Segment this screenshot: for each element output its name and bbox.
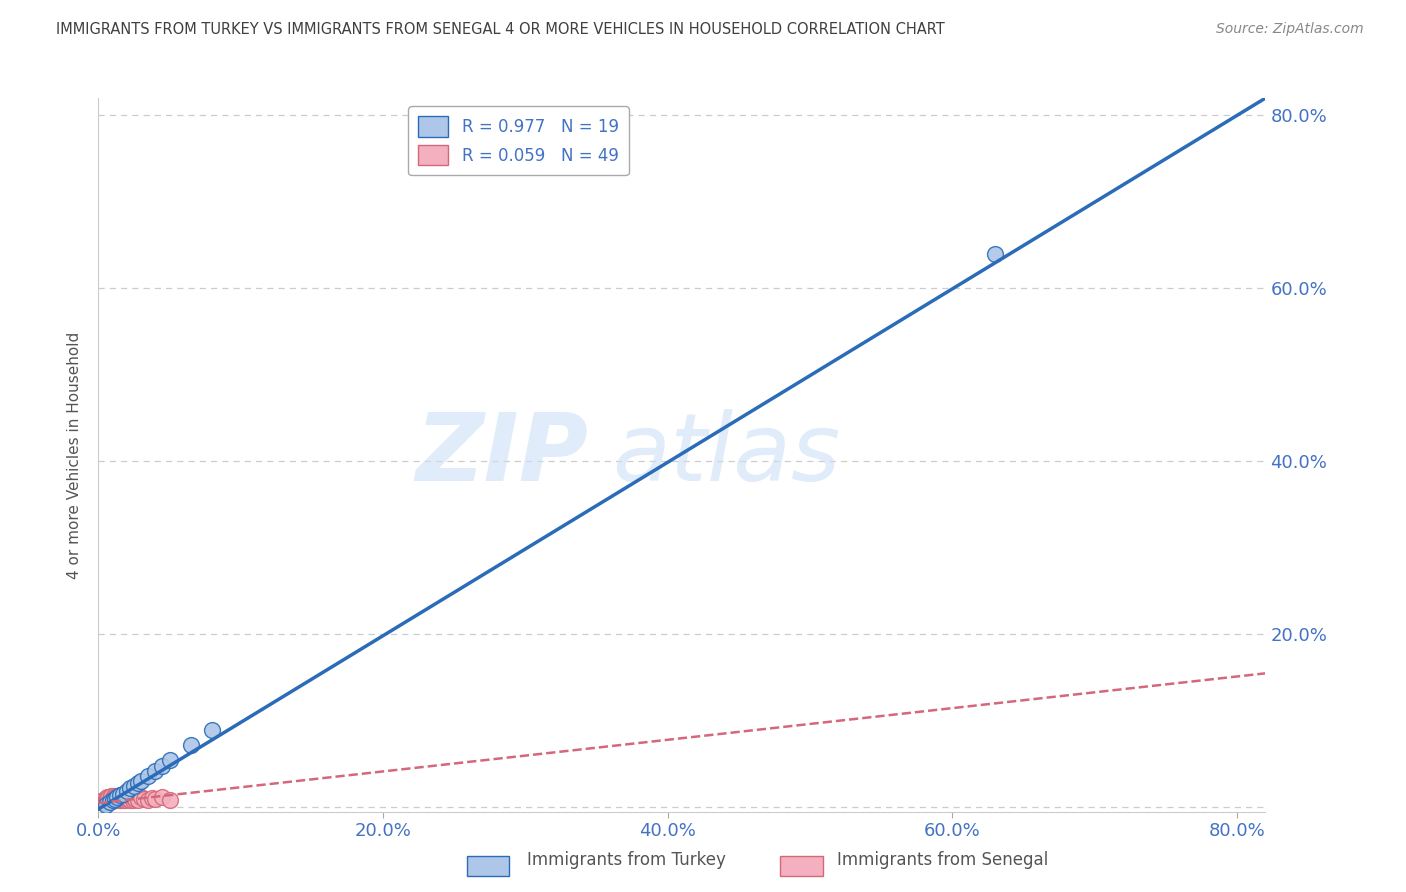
Point bbox=[112, 792, 135, 806]
Point bbox=[159, 792, 181, 806]
Point bbox=[96, 792, 118, 806]
Point bbox=[111, 787, 134, 801]
Point bbox=[115, 791, 138, 805]
Point bbox=[115, 784, 138, 798]
Point bbox=[122, 779, 145, 793]
Point bbox=[91, 793, 114, 807]
Point bbox=[105, 790, 128, 805]
Text: IMMIGRANTS FROM TURKEY VS IMMIGRANTS FROM SENEGAL 4 OR MORE VEHICLES IN HOUSEHOL: IMMIGRANTS FROM TURKEY VS IMMIGRANTS FRO… bbox=[56, 22, 945, 37]
Point bbox=[90, 795, 112, 809]
Point bbox=[114, 793, 136, 807]
Point bbox=[104, 791, 127, 805]
Point bbox=[152, 759, 174, 773]
Point bbox=[108, 789, 131, 803]
Point bbox=[103, 791, 125, 805]
Point bbox=[159, 753, 181, 767]
Point bbox=[143, 764, 166, 778]
Point bbox=[984, 247, 1007, 261]
Point bbox=[94, 791, 117, 805]
Point bbox=[94, 794, 117, 808]
Point bbox=[118, 792, 141, 806]
Point bbox=[97, 790, 120, 805]
Point bbox=[124, 791, 146, 805]
Point bbox=[121, 793, 143, 807]
Point bbox=[114, 790, 136, 805]
Point bbox=[129, 790, 152, 805]
Point bbox=[98, 791, 121, 805]
Point bbox=[141, 790, 163, 805]
Point bbox=[100, 792, 122, 806]
Point bbox=[105, 793, 128, 807]
Point bbox=[103, 789, 125, 804]
Legend: R = 0.977   N = 19, R = 0.059   N = 49: R = 0.977 N = 19, R = 0.059 N = 49 bbox=[408, 106, 628, 176]
Point bbox=[101, 793, 124, 807]
Point bbox=[180, 738, 202, 752]
Point bbox=[94, 797, 117, 812]
Point bbox=[101, 790, 124, 805]
Point bbox=[105, 790, 128, 805]
Point bbox=[93, 796, 115, 810]
Point bbox=[127, 792, 149, 806]
Point bbox=[127, 776, 149, 790]
Point bbox=[107, 789, 129, 804]
Point bbox=[201, 723, 224, 737]
Point bbox=[111, 789, 134, 804]
Point bbox=[98, 795, 121, 809]
Text: atlas: atlas bbox=[612, 409, 841, 500]
Point bbox=[136, 792, 159, 806]
Point bbox=[110, 790, 132, 805]
Point bbox=[104, 792, 127, 806]
Point bbox=[117, 789, 139, 804]
Point bbox=[132, 791, 155, 805]
Point bbox=[112, 790, 135, 805]
Point bbox=[111, 791, 134, 805]
Text: Immigrants from Senegal: Immigrants from Senegal bbox=[837, 851, 1047, 869]
Point bbox=[118, 781, 141, 796]
Text: ZIP: ZIP bbox=[416, 409, 589, 501]
Point bbox=[100, 789, 122, 804]
Text: Immigrants from Turkey: Immigrants from Turkey bbox=[527, 851, 725, 869]
Point bbox=[110, 793, 132, 807]
Point bbox=[97, 793, 120, 807]
Point bbox=[143, 791, 166, 805]
Point bbox=[152, 790, 174, 805]
Point bbox=[125, 789, 148, 804]
Point bbox=[122, 790, 145, 805]
Point bbox=[96, 790, 118, 805]
Y-axis label: 4 or more Vehicles in Household: 4 or more Vehicles in Household bbox=[67, 331, 83, 579]
Text: Source: ZipAtlas.com: Source: ZipAtlas.com bbox=[1216, 22, 1364, 37]
Point bbox=[107, 791, 129, 805]
Point bbox=[104, 790, 127, 805]
Point bbox=[129, 773, 152, 788]
Point bbox=[108, 790, 131, 805]
Point bbox=[98, 794, 121, 808]
Point bbox=[136, 769, 159, 783]
Point bbox=[120, 790, 142, 805]
Point bbox=[101, 793, 124, 807]
Point bbox=[108, 792, 131, 806]
